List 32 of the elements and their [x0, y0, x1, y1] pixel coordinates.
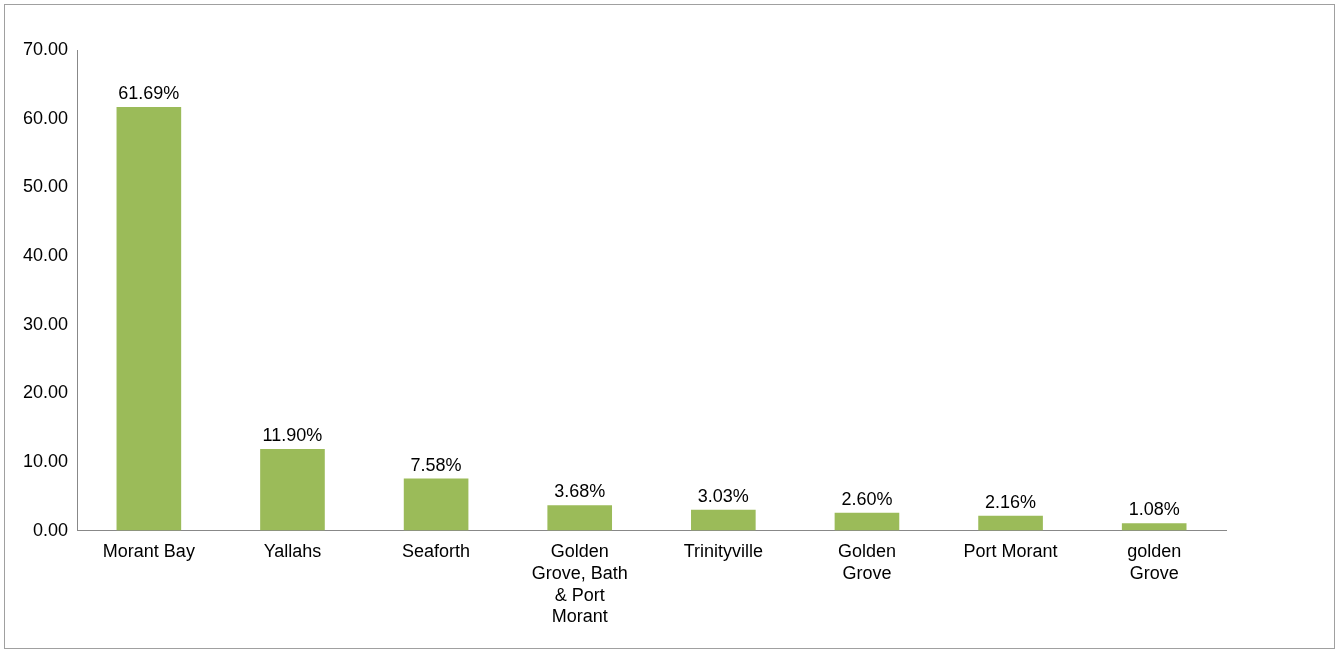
bar	[978, 515, 1043, 531]
x-tick-label: Golden Grove, Bath & Port Morant	[531, 541, 628, 627]
x-tick-label: Seaforth	[402, 541, 471, 562]
bar	[1121, 523, 1187, 531]
x-tick-label: Morant Bay	[102, 541, 195, 562]
bar	[834, 512, 900, 531]
x-tick-label: Port Morant	[963, 541, 1058, 562]
bar	[691, 509, 756, 531]
y-tick-label: 20.00	[23, 382, 69, 403]
data-label: 3.68%	[554, 481, 606, 502]
data-label: 11.90%	[262, 424, 323, 445]
x-tick-label: golden Grove	[1127, 541, 1182, 583]
y-tick-label: 30.00	[23, 313, 69, 334]
x-tick-label: Trinityville	[683, 541, 763, 562]
data-label: 3.03%	[697, 485, 749, 506]
x-tick-label: Golden Grove	[837, 541, 896, 583]
y-tick-label: 40.00	[23, 244, 69, 265]
data-label: 2.60%	[841, 488, 893, 509]
bar	[403, 478, 469, 531]
bar	[547, 505, 613, 531]
data-label: 61.69%	[118, 83, 180, 104]
y-tick-label: 70.00	[23, 38, 69, 59]
y-tick-label: 50.00	[23, 176, 69, 197]
data-label: 7.58%	[410, 454, 462, 475]
y-tick-label: 60.00	[23, 107, 69, 128]
y-tick-label: 10.00	[23, 450, 69, 471]
x-tick-label: Yallahs	[263, 541, 322, 562]
y-tick-label: 0.00	[33, 519, 69, 540]
data-label: 2.16%	[985, 491, 1037, 512]
data-label: 1.08%	[1128, 499, 1180, 520]
bar	[116, 107, 182, 531]
bar	[260, 448, 325, 531]
